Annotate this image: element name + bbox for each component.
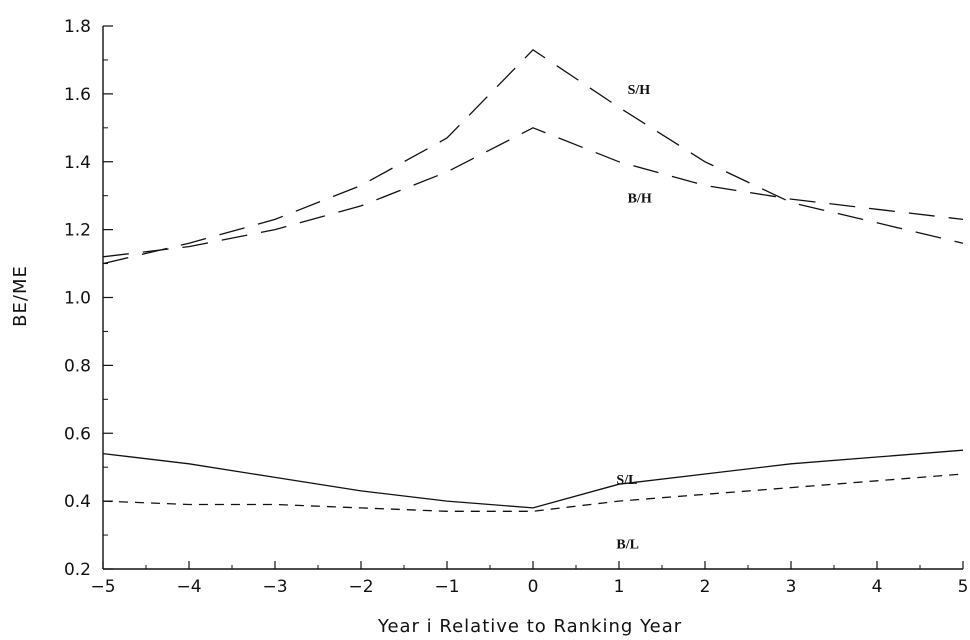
x-tick-label: −2 (348, 577, 373, 597)
y-tick-label: 1.8 (64, 17, 91, 37)
axes: 0.2 0.4 0.6 0.8 1.0 1.2 1.4 1.6 1.8 −5 −4 −3 −2 −1 0 1 2… (64, 17, 968, 597)
x-axis-title: Year i Relative to Ranking Year (377, 616, 682, 637)
series-line-b-l (102, 473, 964, 512)
series-line-b-h (102, 127, 964, 258)
x-tick-label: 1 (614, 577, 625, 597)
x-tick-label: 2 (700, 577, 711, 597)
y-tick-label: 0.2 (64, 560, 91, 580)
series-line-s-h (102, 48, 964, 265)
series-lines (102, 48, 964, 512)
y-tick-label: 1.6 (64, 85, 91, 105)
y-tick-label: 0.6 (64, 424, 91, 444)
x-tick-label: 0 (528, 577, 539, 597)
y-tick-label: 1.4 (64, 153, 91, 173)
series-labels: S/H B/H S/L B/L (616, 83, 651, 553)
y-tick-label: 1.2 (64, 221, 91, 241)
x-tick-label: −4 (176, 577, 201, 597)
y-tick-label: 0.4 (64, 492, 91, 512)
x-tick-label: −5 (90, 577, 115, 597)
series-label-s-h: S/H (628, 83, 651, 98)
series-label-b-h: B/H (628, 191, 652, 206)
y-axis-title: BE/ME (10, 265, 31, 327)
x-tick-label: 4 (872, 577, 883, 597)
y-tick-label: 0.8 (64, 356, 91, 376)
x-tick-label: −1 (434, 577, 459, 597)
series-label-s-l: S/L (616, 473, 637, 488)
series-line-s-l (102, 449, 964, 509)
x-tick-label: −3 (262, 577, 287, 597)
x-tick-label: 5 (958, 577, 969, 597)
x-tick-label: 3 (786, 577, 797, 597)
series-label-b-l: B/L (616, 538, 639, 553)
y-tick-label: 1.0 (64, 289, 91, 309)
